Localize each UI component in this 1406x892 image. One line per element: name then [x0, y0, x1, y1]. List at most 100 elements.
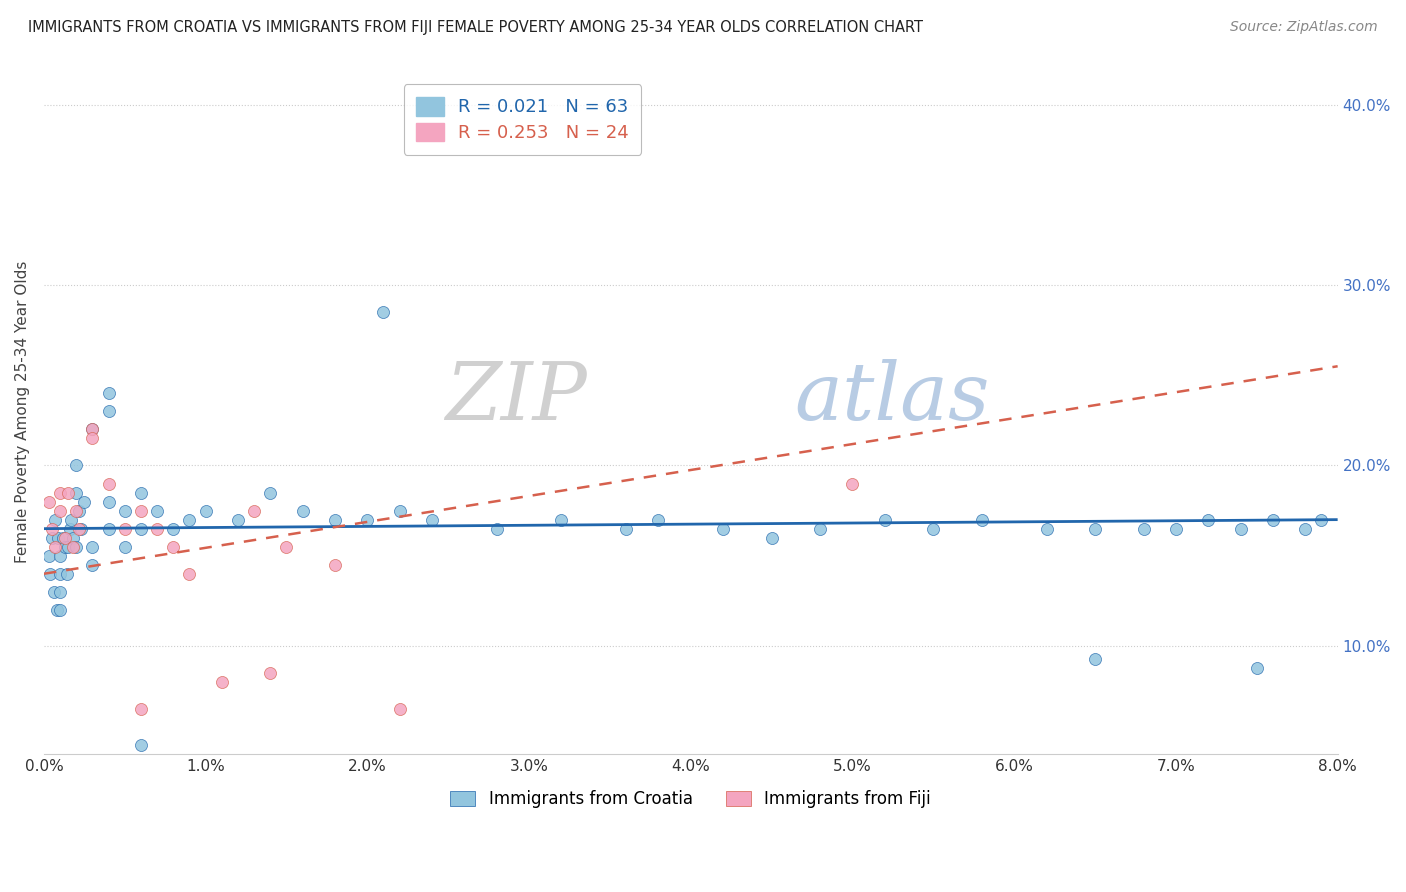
Point	[62, 531, 84, 545]
Point	[1310, 513, 1333, 527]
Point	[179, 566, 201, 581]
Text: IMMIGRANTS FROM CROATIA VS IMMIGRANTS FROM FIJI FEMALE POVERTY AMONG 25-34 YEAR : IMMIGRANTS FROM CROATIA VS IMMIGRANTS FR…	[28, 20, 924, 35]
Point	[97, 494, 120, 508]
Point	[38, 549, 60, 563]
Point	[259, 665, 281, 680]
Point	[114, 503, 136, 517]
Point	[49, 603, 72, 617]
Point	[65, 458, 87, 473]
Point	[1197, 513, 1219, 527]
Point	[39, 566, 62, 581]
Point	[70, 522, 93, 536]
Point	[922, 522, 945, 536]
Point	[550, 513, 572, 527]
Point	[211, 675, 233, 690]
Point	[38, 494, 60, 508]
Point	[97, 476, 120, 491]
Point	[1246, 660, 1268, 674]
Point	[1294, 522, 1316, 536]
Y-axis label: Female Poverty Among 25-34 Year Olds: Female Poverty Among 25-34 Year Olds	[15, 260, 30, 563]
Point	[179, 513, 201, 527]
Point	[55, 566, 77, 581]
Legend: Immigrants from Croatia, Immigrants from Fiji: Immigrants from Croatia, Immigrants from…	[444, 783, 938, 814]
Point	[761, 531, 783, 545]
Point	[97, 386, 120, 401]
Point	[129, 702, 152, 716]
Point	[41, 522, 63, 536]
Point	[146, 522, 169, 536]
Text: atlas: atlas	[794, 359, 990, 436]
Point	[162, 540, 184, 554]
Point	[49, 584, 72, 599]
Point	[56, 540, 79, 554]
Point	[65, 485, 87, 500]
Point	[841, 476, 863, 491]
Point	[53, 531, 76, 545]
Point	[82, 422, 104, 436]
Point	[388, 503, 411, 517]
Point	[1132, 522, 1154, 536]
Point	[97, 522, 120, 536]
Point	[1084, 522, 1107, 536]
Point	[1229, 522, 1251, 536]
Point	[243, 503, 266, 517]
Point	[226, 513, 249, 527]
Point	[420, 513, 443, 527]
Point	[1084, 651, 1107, 665]
Point	[323, 558, 346, 572]
Point	[62, 540, 84, 554]
Point	[69, 503, 91, 517]
Point	[129, 522, 152, 536]
Point	[146, 503, 169, 517]
Point	[48, 531, 70, 545]
Point	[711, 522, 734, 536]
Point	[259, 485, 281, 500]
Point	[41, 531, 63, 545]
Point	[323, 513, 346, 527]
Point	[485, 522, 508, 536]
Point	[45, 603, 67, 617]
Point	[73, 494, 96, 508]
Point	[44, 540, 66, 554]
Point	[114, 522, 136, 536]
Point	[53, 540, 76, 554]
Point	[60, 513, 83, 527]
Point	[49, 503, 72, 517]
Point	[873, 513, 896, 527]
Point	[373, 305, 395, 319]
Point	[44, 513, 66, 527]
Point	[291, 503, 314, 517]
Point	[82, 432, 104, 446]
Point	[647, 513, 669, 527]
Point	[59, 522, 82, 536]
Point	[65, 540, 87, 554]
Point	[1261, 513, 1284, 527]
Point	[276, 540, 298, 554]
Point	[162, 522, 184, 536]
Point	[614, 522, 637, 536]
Point	[82, 540, 104, 554]
Point	[52, 531, 75, 545]
Point	[49, 566, 72, 581]
Point	[65, 503, 87, 517]
Point	[49, 485, 72, 500]
Point	[97, 404, 120, 418]
Point	[808, 522, 831, 536]
Point	[82, 422, 104, 436]
Text: ZIP: ZIP	[446, 359, 588, 436]
Point	[82, 558, 104, 572]
Point	[1164, 522, 1187, 536]
Point	[129, 503, 152, 517]
Point	[114, 540, 136, 554]
Point	[49, 549, 72, 563]
Point	[356, 513, 378, 527]
Point	[129, 485, 152, 500]
Point	[388, 702, 411, 716]
Point	[56, 485, 79, 500]
Point	[69, 522, 91, 536]
Point	[1035, 522, 1057, 536]
Text: Source: ZipAtlas.com: Source: ZipAtlas.com	[1230, 20, 1378, 34]
Point	[194, 503, 217, 517]
Point	[129, 738, 152, 752]
Point	[42, 584, 65, 599]
